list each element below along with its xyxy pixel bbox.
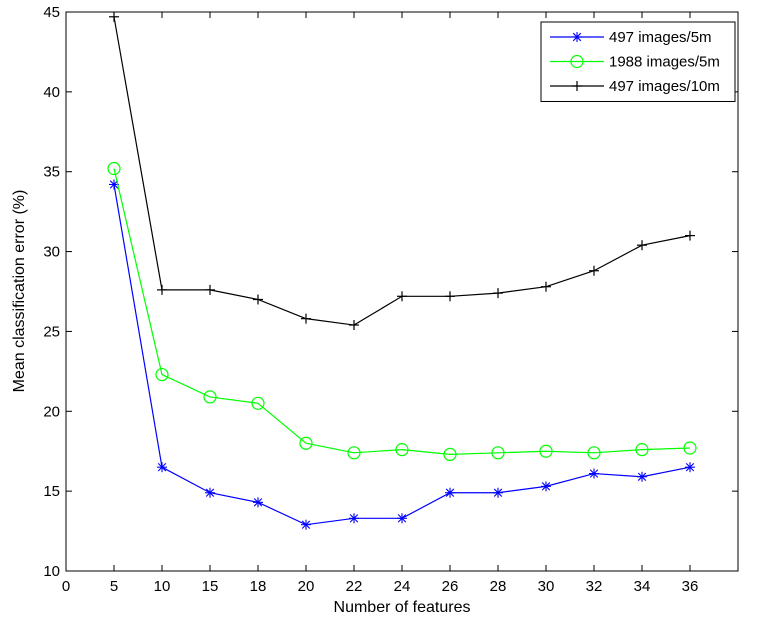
- data-point: [157, 284, 167, 295]
- series-group: [107, 11, 697, 530]
- legend-item: 497 images/10m: [550, 78, 720, 95]
- data-point: [301, 313, 311, 324]
- data-point: [572, 32, 582, 42]
- data-point: [493, 487, 503, 498]
- data-point: [445, 291, 455, 302]
- legend-label: 497 images/10m: [609, 78, 720, 95]
- data-point: [347, 446, 361, 460]
- data-point: [683, 441, 697, 455]
- x-tick-label: 22: [346, 578, 363, 595]
- data-point: [589, 265, 599, 276]
- data-point: [205, 487, 215, 498]
- data-point: [155, 367, 169, 382]
- data-point: [395, 443, 409, 457]
- series-line: [113, 168, 691, 456]
- data-point: [397, 513, 407, 524]
- series-3: [109, 11, 695, 331]
- data-point: [685, 230, 695, 241]
- data-point: [349, 320, 359, 331]
- data-point: [349, 513, 359, 524]
- data-point: [109, 11, 119, 22]
- x-tick-label: 5: [110, 578, 118, 595]
- x-tick-label: 36: [682, 578, 699, 595]
- data-point: [493, 288, 503, 299]
- y-tick-label: 15: [43, 483, 60, 500]
- axis-ticks: 0 5 10 15 18 20 22 24 26 28 30 32 34 36 10 15 20 25 30 35 40…: [43, 4, 738, 595]
- data-point: [541, 281, 551, 292]
- series-1: [109, 179, 695, 530]
- data-point: [587, 446, 601, 460]
- data-point: [301, 519, 311, 530]
- data-point: [397, 291, 407, 302]
- x-tick-label: 24: [394, 578, 411, 595]
- x-tick-label: 28: [490, 578, 507, 595]
- data-point: [443, 447, 457, 462]
- data-point: [589, 468, 599, 479]
- x-tick-label: 15: [202, 578, 219, 595]
- data-point: [251, 396, 265, 410]
- x-tick-label: 10: [154, 578, 171, 595]
- x-tick-label: 32: [586, 578, 603, 595]
- data-point: [299, 436, 313, 450]
- x-axis-label: Number of features: [334, 599, 471, 616]
- data-point: [253, 294, 263, 305]
- data-point: [445, 487, 455, 498]
- data-point: [253, 497, 263, 508]
- data-point: [157, 462, 167, 473]
- y-tick-label: 25: [43, 323, 60, 340]
- legend-item: 1988 images/5m: [550, 54, 720, 71]
- legend-item: 497 images/5m: [550, 29, 712, 46]
- y-tick-label: 20: [43, 403, 60, 420]
- x-tick-label: 34: [634, 578, 651, 595]
- x-tick-label: 20: [298, 578, 315, 595]
- data-point: [570, 54, 584, 69]
- data-point: [637, 471, 647, 482]
- data-point: [572, 81, 582, 91]
- data-point: [491, 446, 505, 460]
- y-axis-label: Mean classification error (%): [11, 190, 28, 393]
- y-tick-label: 45: [43, 4, 60, 21]
- y-tick-label: 40: [43, 84, 60, 101]
- data-point: [635, 443, 649, 457]
- y-tick-label: 10: [43, 563, 60, 580]
- x-tick-label: 0: [62, 578, 70, 595]
- x-tick-label: 26: [442, 578, 459, 595]
- data-point: [539, 444, 553, 458]
- data-point: [205, 284, 215, 295]
- legend-label: 1988 images/5m: [609, 54, 720, 71]
- data-point: [685, 462, 695, 473]
- x-tick-label: 18: [250, 578, 267, 595]
- legend: 497 images/5m 1988 images/5m 497 images/10…: [540, 21, 736, 102]
- series-2: [107, 161, 697, 462]
- data-point: [107, 161, 121, 176]
- y-tick-label: 30: [43, 244, 60, 261]
- data-point: [203, 390, 217, 404]
- y-tick-label: 35: [43, 164, 60, 181]
- x-tick-label: 30: [538, 578, 555, 595]
- data-point: [637, 240, 647, 251]
- data-point: [541, 481, 551, 492]
- legend-label: 497 images/5m: [609, 29, 712, 46]
